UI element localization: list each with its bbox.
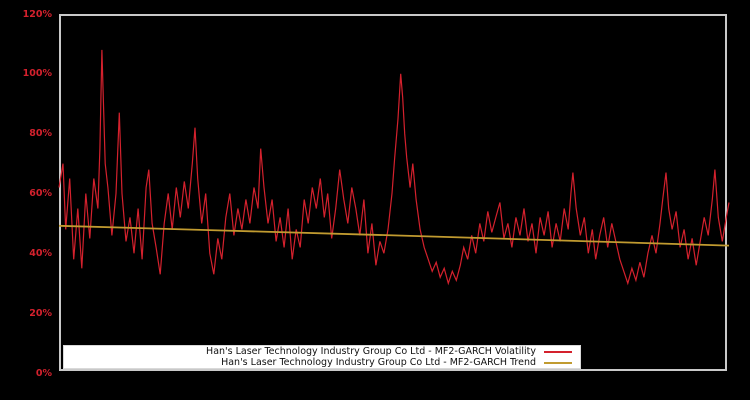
- trend-line-sample-icon: [544, 361, 572, 364]
- y-tick-label-40: 40%: [29, 247, 52, 259]
- legend-label-trend: Han's Laser Technology Industry Group Co…: [221, 357, 536, 368]
- y-tick-label-100: 100%: [22, 68, 52, 80]
- legend-label-volatility: Han's Laser Technology Industry Group Co…: [206, 346, 536, 357]
- series-line-trend: [58, 224, 730, 247]
- y-tick-label-0: 0%: [35, 367, 52, 379]
- y-tick-label-20: 20%: [29, 307, 52, 319]
- legend-item-volatility: Han's Laser Technology Industry Group Co…: [64, 346, 580, 357]
- y-tick-label-120: 120%: [22, 8, 52, 20]
- y-tick-label-80: 80%: [29, 128, 52, 140]
- volatility-line-sample-icon: [544, 350, 572, 353]
- y-tick-label-60: 60%: [29, 188, 52, 199]
- legend-item-trend: Han's Laser Technology Industry Group Co…: [64, 357, 580, 368]
- plot-area: [59, 14, 727, 371]
- legend: Han's Laser Technology Industry Group Co…: [63, 345, 581, 369]
- series-line-volatility: [58, 49, 730, 286]
